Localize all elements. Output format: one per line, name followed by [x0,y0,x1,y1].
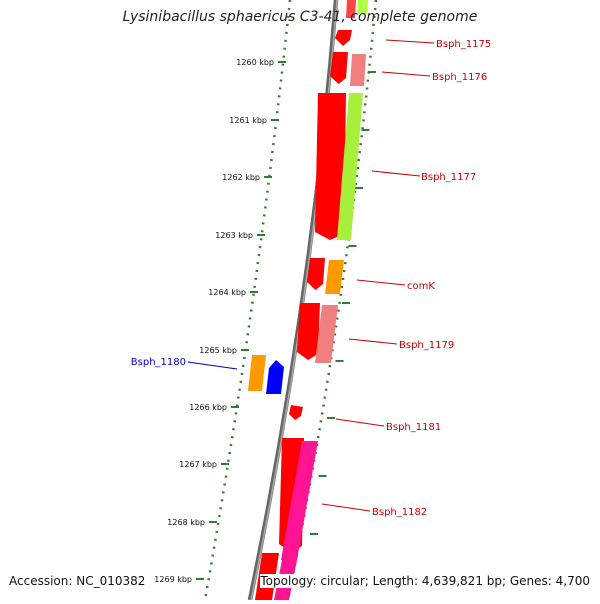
tick-label: 1260 kbp [236,58,274,67]
tick-label: 1269 kbp [154,575,192,584]
gene-label: Bsph_1180 [131,357,186,368]
tick-label: 1264 kbp [208,288,246,297]
label-leader-line [371,170,421,177]
inner-dotted-ring [203,0,292,601]
gene-bsph-1176-pair [350,54,366,86]
backbone-highlight [250,0,338,601]
label-leader-line [381,71,431,77]
gene-comk-pair [325,260,344,294]
gene-bsph-1179-pair [315,305,338,363]
gene-bsph-1180-pair [248,355,266,391]
gene-label: Bsph_1182 [372,507,427,518]
tick-label: 1267 kbp [179,460,217,469]
gene-band [238,0,392,600]
gene-label: Bsph_1176 [432,72,487,83]
gene-bsph-1179 [297,303,320,360]
genome-backbone [247,0,339,601]
gene-labels: Bsph_1175 Bsph_1176 Bsph_1177 comK Bsph_1179… [131,39,491,518]
gene-fragment [346,0,356,18]
gene-bsph-1181 [289,405,303,420]
gene-bsph-1176 [330,52,348,84]
tick-label: 1266 kbp [189,403,227,412]
label-leader-line [321,503,371,512]
gene-label: Bsph_1177 [421,172,476,183]
gene-features [238,0,392,600]
tick-label: 1262 kbp [222,173,260,182]
gene-comk [307,258,325,290]
gene-bsph-1182-pair [281,441,318,560]
map-title: Lysinibacillus sphaericus C3-41, complet… [122,9,478,25]
gene-fragment [357,0,368,14]
gene-bsph-1177-pair [337,93,363,240]
gene-label: Bsph_1175 [436,39,491,50]
tick-label: 1265 kbp [199,346,237,355]
gene-bsph-1177 [315,93,346,240]
tick-label: 1263 kbp [215,231,253,240]
backbone-line [247,0,339,601]
label-leader-line [335,418,385,427]
gene-bsph-1180 [266,360,284,394]
accession-text: Accession: NC_010382 [9,574,146,588]
gene-label: comK [407,281,435,292]
label-leader-line [348,338,398,345]
gene-bsph-1175 [335,30,352,46]
label-leader-line [356,279,406,286]
genome-summary-text: Topology: circular; Length: 4,639,821 bp… [260,574,590,588]
tick-label: 1261 kbp [229,116,267,125]
gene-label: Bsph_1181 [386,422,441,433]
tick-label: 1268 kbp [167,518,205,527]
label-leader-line [385,39,435,44]
gene-label: Bsph_1179 [399,340,454,351]
label-leader-line [187,361,238,370]
